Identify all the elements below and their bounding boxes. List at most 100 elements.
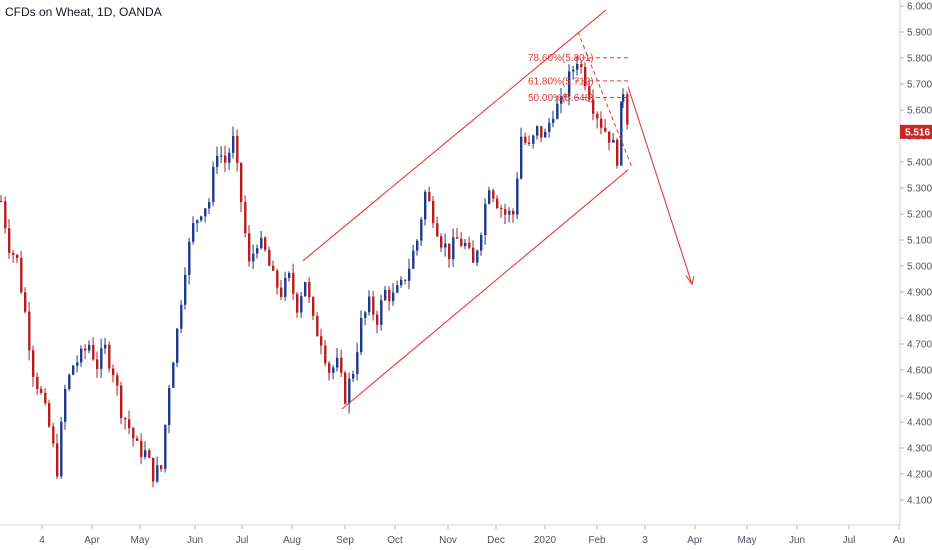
fib-level-label: 61.80%(5.712)	[528, 76, 594, 87]
y-tick-label: 5.400	[907, 158, 932, 169]
x-tick-label: Sep	[336, 535, 354, 546]
candle	[452, 228, 455, 267]
candle	[528, 135, 531, 146]
candle	[184, 267, 187, 310]
candle	[236, 129, 239, 172]
candle	[32, 345, 35, 387]
x-tick-label: Feb	[588, 535, 606, 546]
candle	[104, 338, 107, 355]
candle	[276, 268, 279, 295]
candle	[84, 344, 87, 360]
x-tick-label: Oct	[387, 535, 403, 546]
candle	[496, 195, 499, 210]
x-tick-label: Au	[893, 535, 905, 546]
candle	[340, 349, 343, 377]
y-tick-label: 5.800	[907, 54, 932, 65]
candle	[380, 294, 383, 331]
x-tick-label: 4	[39, 535, 45, 546]
candle	[504, 203, 507, 224]
projection-arrow-head	[685, 275, 695, 286]
last-price-label: 5.516	[905, 127, 930, 138]
candle	[616, 138, 619, 169]
y-tick-label: 5.200	[907, 210, 932, 221]
candle	[352, 370, 355, 382]
candle	[100, 338, 103, 378]
x-tick-label: May	[131, 535, 150, 546]
y-tick-label: 4.100	[907, 496, 932, 507]
y-tick-label: 4.400	[907, 418, 932, 429]
candle	[76, 355, 79, 373]
candle	[196, 219, 199, 233]
candle	[40, 386, 43, 395]
candle	[124, 417, 127, 430]
candle	[512, 208, 515, 223]
candle	[488, 186, 491, 205]
candle	[88, 340, 91, 354]
last-price-tag	[900, 124, 932, 139]
candle	[268, 246, 271, 267]
candle	[556, 95, 559, 120]
x-tick-label: Jul	[843, 535, 856, 546]
candle	[428, 186, 431, 202]
candle	[612, 133, 615, 143]
candles-layer	[0, 55, 629, 488]
candle	[228, 147, 231, 171]
channel-upper-line	[302, 9, 607, 262]
x-tick-label: Dec	[487, 535, 505, 546]
candle	[412, 244, 415, 270]
candle	[260, 230, 263, 250]
candle	[292, 263, 295, 300]
candle	[464, 238, 467, 250]
candle	[372, 290, 375, 321]
candle	[368, 290, 371, 316]
candle	[156, 456, 159, 484]
candle	[396, 280, 399, 294]
candle	[200, 215, 203, 223]
candle	[160, 464, 163, 472]
candle	[456, 227, 459, 239]
x-tick-label: Jul	[236, 535, 249, 546]
candle	[72, 364, 75, 376]
candle	[36, 372, 39, 395]
candle	[356, 342, 359, 381]
x-tick-label: Jun	[789, 535, 805, 546]
y-tick-label: 4.600	[907, 366, 932, 377]
candle	[280, 279, 283, 301]
candle	[416, 239, 419, 256]
candle	[432, 195, 435, 228]
candle	[152, 457, 155, 488]
candle	[524, 132, 527, 146]
candle	[472, 240, 475, 263]
x-tick-label: Jun	[187, 535, 203, 546]
candle	[308, 277, 311, 304]
candle	[180, 299, 183, 334]
candle	[320, 328, 323, 355]
candle	[232, 126, 235, 159]
candle	[112, 364, 115, 383]
candle	[476, 249, 479, 267]
candle	[296, 292, 299, 318]
candle	[60, 416, 63, 479]
fib-level-label: 50.00%(5.648)	[528, 93, 594, 104]
candle	[480, 232, 483, 256]
chart-title: CFDs on Wheat, 1D, OANDA	[5, 5, 162, 19]
projection-arrow-line	[627, 86, 693, 285]
candle	[136, 435, 139, 442]
candle	[392, 282, 395, 306]
candle	[16, 254, 19, 264]
candle	[604, 118, 607, 133]
y-tick-label: 5.000	[907, 262, 932, 273]
candle	[92, 337, 95, 361]
candle	[4, 196, 7, 234]
candle	[24, 287, 27, 314]
candle	[420, 216, 423, 247]
candle	[284, 271, 287, 301]
candle	[132, 426, 135, 447]
candle	[440, 233, 443, 252]
channel-lower-line	[341, 169, 629, 410]
candle	[244, 195, 247, 238]
candle	[600, 111, 603, 135]
candle	[564, 93, 567, 101]
candle	[252, 244, 255, 269]
